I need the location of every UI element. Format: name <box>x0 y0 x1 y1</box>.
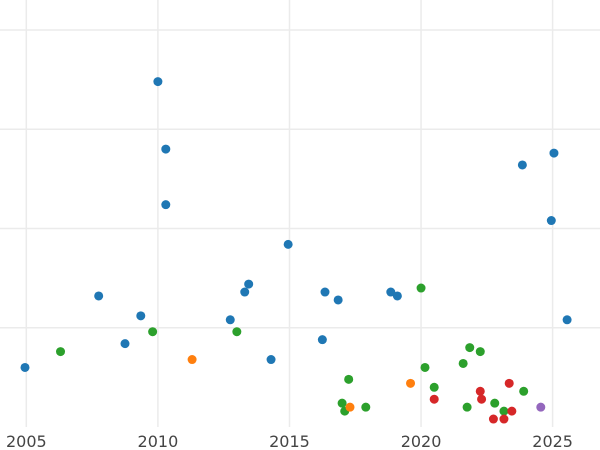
scatter-point-s0-1 <box>94 291 104 301</box>
scatter-point-s0-12 <box>317 335 327 345</box>
scatter-point-s1-9 <box>429 382 439 392</box>
scatter-point-s0-13 <box>320 287 330 297</box>
scatter-point-s2-2 <box>406 378 416 388</box>
scatter-point-s0-7 <box>225 315 235 325</box>
scatter-point-s2-1 <box>345 402 355 412</box>
scatter-point-s1-0 <box>56 347 66 357</box>
scatter-point-s0-18 <box>546 216 556 226</box>
scatter-point-s1-7 <box>416 283 426 293</box>
scatter-point-s3-2 <box>477 394 487 404</box>
scatter-point-s0-15 <box>386 287 396 297</box>
scatter-point-s3-3 <box>488 414 498 424</box>
x-tick-label-2020: 2020 <box>401 432 442 450</box>
scatter-point-s1-15 <box>499 406 509 416</box>
x-tick-label-2025: 2025 <box>532 432 573 450</box>
scatter-point-s1-12 <box>465 343 475 353</box>
scatter-point-s0-0 <box>20 362 30 372</box>
scatter-point-s1-8 <box>420 362 430 372</box>
scatter-point-s4-0 <box>536 402 546 412</box>
scatter-point-s0-10 <box>266 355 276 365</box>
x-tick-label-2010: 2010 <box>138 432 179 450</box>
scatter-point-s3-0 <box>429 394 439 404</box>
scatter-point-s0-20 <box>562 315 572 325</box>
scatter-point-s3-6 <box>507 406 517 416</box>
scatter-point-s1-5 <box>344 374 354 384</box>
grid-layer <box>0 0 600 427</box>
scatter-point-s0-6 <box>161 200 171 210</box>
scatter-point-s0-9 <box>244 279 254 289</box>
scatter-point-s1-6 <box>361 402 371 412</box>
x-tick-label-2005: 2005 <box>6 432 47 450</box>
scatter-point-s1-1 <box>148 327 158 337</box>
scatter-point-s1-3 <box>337 398 347 408</box>
scatter-point-s0-19 <box>549 148 559 158</box>
scatter-point-s3-5 <box>504 378 514 388</box>
scatter-point-s1-11 <box>462 402 472 412</box>
scatter-point-s1-16 <box>519 386 529 396</box>
scatter-point-s2-0 <box>187 355 197 365</box>
scatter-point-s3-1 <box>475 386 485 396</box>
scatter-point-s1-14 <box>490 398 500 408</box>
scatter-point-s0-17 <box>517 160 527 170</box>
scatter-point-s1-10 <box>458 358 468 368</box>
scatter-point-s3-4 <box>499 414 509 424</box>
scatter-point-s0-16 <box>392 291 402 301</box>
scatter-point-s0-8 <box>240 287 250 297</box>
x-tick-label-2015: 2015 <box>269 432 310 450</box>
scatter-point-s0-3 <box>136 311 146 321</box>
scatter-point-s0-5 <box>161 144 171 154</box>
scatter-point-s1-13 <box>475 347 485 357</box>
scatter-point-s0-11 <box>283 239 293 249</box>
scatter-point-s0-4 <box>153 77 163 87</box>
x-axis: 2005 2010 2015 2020 2025 <box>6 432 573 450</box>
scatter-point-s1-2 <box>232 327 242 337</box>
scatter-point-s0-2 <box>120 339 130 349</box>
scatter-point-s0-14 <box>333 295 343 305</box>
points-layer <box>20 77 572 424</box>
